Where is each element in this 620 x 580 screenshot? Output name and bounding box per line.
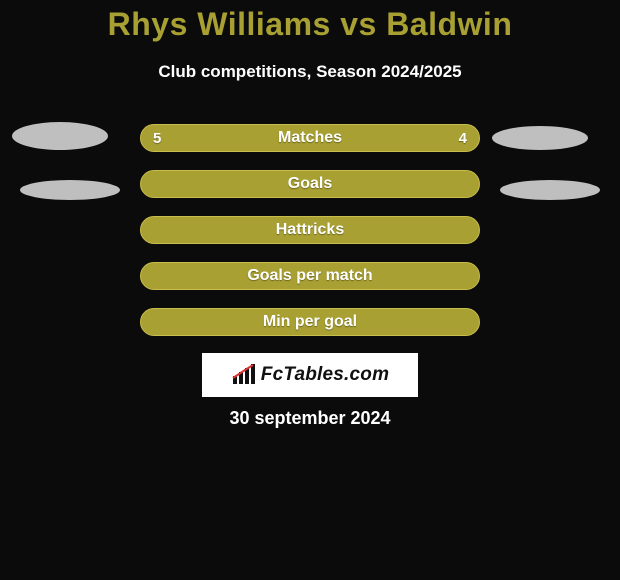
metric-label: Min per goal: [263, 313, 357, 331]
brand-bars-icon: [231, 364, 257, 386]
metric-left-value: 5: [153, 125, 161, 153]
metric-pill: Goals: [140, 170, 480, 198]
left-ellipse: [20, 180, 120, 200]
metric-row: Goals per match: [0, 262, 620, 292]
brand-inner: FcTables.com: [231, 364, 389, 386]
metric-row: Goals: [0, 170, 620, 200]
right-ellipse: [500, 180, 600, 200]
date-text: 30 september 2024: [229, 408, 390, 428]
metric-label: Goals: [288, 175, 332, 193]
metric-label: Matches: [278, 129, 342, 147]
metric-row: Hattricks: [0, 216, 620, 246]
metric-right-value: 4: [459, 125, 467, 153]
metric-pill: Hattricks: [140, 216, 480, 244]
brand-badge: FcTables.com: [202, 353, 418, 397]
left-ellipse: [12, 122, 108, 150]
comparison-infographic: Rhys Williams vs Baldwin Club competitio…: [0, 0, 620, 580]
metric-pill: Goals per match: [140, 262, 480, 290]
metric-pill: 5 Matches 4: [140, 124, 480, 152]
metric-row: Min per goal: [0, 308, 620, 338]
metric-row: 5 Matches 4: [0, 124, 620, 154]
page-subtitle: Club competitions, Season 2024/2025: [0, 62, 620, 82]
metric-pill: Min per goal: [140, 308, 480, 336]
right-ellipse: [492, 126, 588, 150]
subtitle-text: Club competitions, Season 2024/2025: [158, 62, 461, 81]
metric-label: Hattricks: [276, 221, 344, 239]
page-title: Rhys Williams vs Baldwin: [0, 6, 620, 43]
brand-text: FcTables.com: [261, 364, 389, 386]
date-label: 30 september 2024: [0, 408, 620, 429]
title-text: Rhys Williams vs Baldwin: [108, 6, 513, 42]
metric-label: Goals per match: [247, 267, 372, 285]
